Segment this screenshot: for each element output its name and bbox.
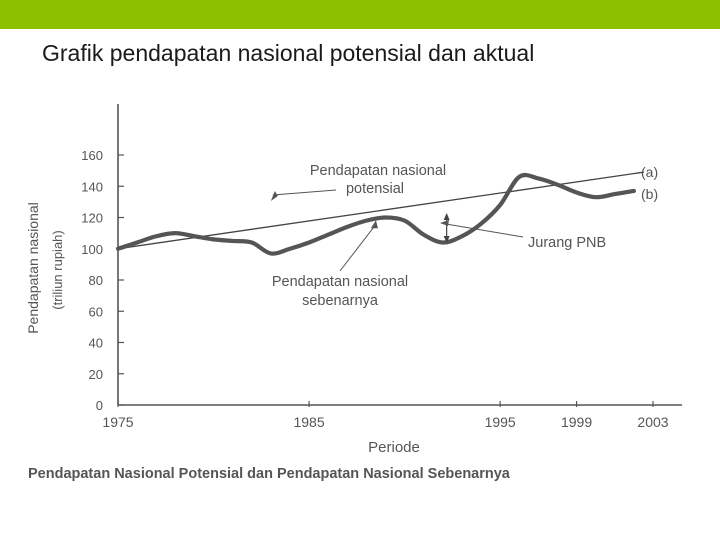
- y-tick-label: 80: [89, 273, 103, 288]
- y-tick-label: 40: [89, 336, 103, 351]
- x-tick-label: 1995: [485, 414, 516, 430]
- x-axis-label: Periode: [368, 439, 420, 456]
- x-tick-label: 1985: [293, 414, 324, 430]
- annotation-actual: Pendapatan nasional: [272, 274, 408, 290]
- series-legend-1: (b): [641, 186, 658, 202]
- y-tick-label: 0: [96, 398, 103, 413]
- annotation-actual: sebenarnya: [302, 293, 379, 309]
- annotation-potential: Pendapatan nasional: [310, 163, 446, 179]
- y-tick-label: 60: [89, 304, 103, 319]
- y-axis-unit: (triliun rupiah): [50, 230, 65, 309]
- annotation-actual-arrow: [370, 220, 378, 229]
- y-tick-label: 160: [81, 148, 103, 163]
- series-legend-0: (a): [641, 164, 658, 180]
- slide-title: Grafik pendapatan nasional potensial dan…: [42, 40, 535, 66]
- y-tick-label: 140: [81, 179, 103, 194]
- annotation-actual-pointer: [339, 223, 377, 272]
- top-accent-bar: [0, 0, 720, 29]
- y-tick-label: 120: [81, 211, 103, 226]
- annotation-potential-arrow: [270, 191, 278, 201]
- x-tick-label: 1975: [102, 414, 133, 430]
- series-line-1: [115, 172, 636, 256]
- annotation-gap-pointer: [445, 223, 524, 238]
- x-tick-label: 1999: [561, 414, 592, 430]
- y-axis-label: Pendapatan nasional: [25, 202, 41, 334]
- annotation-gap-arrow: [440, 220, 449, 226]
- annotation-potential: potensial: [346, 181, 404, 197]
- x-tick-label: 2003: [637, 414, 668, 430]
- series-line-0: [117, 171, 645, 250]
- chart-caption: Pendapatan Nasional Potensial dan Pendap…: [28, 466, 510, 482]
- gap-marker-arrow-down: [443, 236, 450, 243]
- gap-marker-arrow-up: [443, 213, 450, 220]
- y-tick-label: 100: [81, 242, 103, 257]
- y-tick-label: 20: [89, 367, 103, 382]
- annotation-gap: Jurang PNB: [528, 235, 606, 251]
- annotation-potential-pointer: [272, 189, 337, 196]
